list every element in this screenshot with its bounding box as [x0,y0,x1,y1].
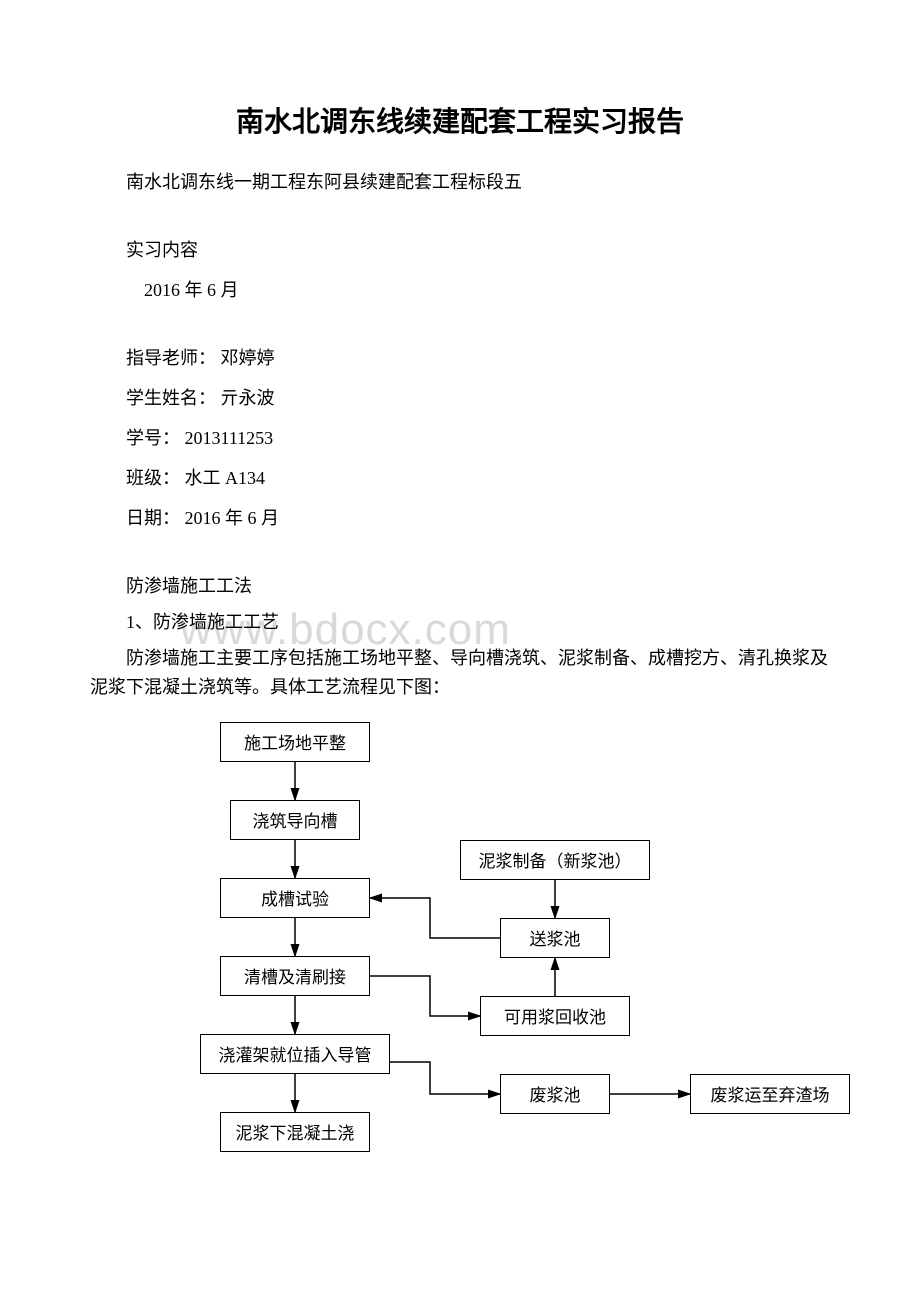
id-value: 2013111253 [180,428,273,448]
info-class: 班级： 水工 A134 [90,464,830,490]
process-flowchart: 施工场地平整浇筑导向槽成槽试验清槽及清刷接浇灌架就位插入导管泥浆下混凝土浇泥浆制… [130,722,870,1162]
flowchart-edge [370,898,500,938]
section-date: 2016 年 6 月 [90,276,830,302]
id-label: 学号： [126,428,180,448]
method-item-1: 1、防渗墙施工工艺 [90,608,830,634]
date-value: 2016 年 6 月 [180,508,279,528]
flowchart-edge [370,976,480,1016]
teacher-label: 指导老师： [126,348,216,368]
info-student: 学生姓名： 亓永波 [90,384,830,410]
flowchart-edge [390,1062,500,1094]
class-value: 水工 A134 [180,468,265,488]
date-label: 日期： [126,508,180,528]
info-block: 指导老师： 邓婷婷 学生姓名： 亓永波 学号： 2013111253 班级： 水… [90,344,830,530]
info-date: 日期： 2016 年 6 月 [90,504,830,530]
document-title: 南水北调东线续建配套工程实习报告 [90,100,830,140]
section-label: 实习内容 [90,236,830,262]
document-subtitle: 南水北调东线一期工程东阿县续建配套工程标段五 [90,168,830,194]
teacher-value: 邓婷婷 [216,348,275,368]
info-id: 学号： 2013111253 [90,424,830,450]
flowchart-arrows [130,722,870,1162]
class-label: 班级： [126,468,180,488]
student-label: 学生姓名： [126,388,216,408]
method-heading: 防渗墙施工工法 [90,572,830,598]
student-value: 亓永波 [216,388,275,408]
info-teacher: 指导老师： 邓婷婷 [90,344,830,370]
method-description: 防渗墙施工主要工序包括施工场地平整、导向槽浇筑、泥浆制备、成槽挖方、清孔换浆及泥… [90,644,830,702]
